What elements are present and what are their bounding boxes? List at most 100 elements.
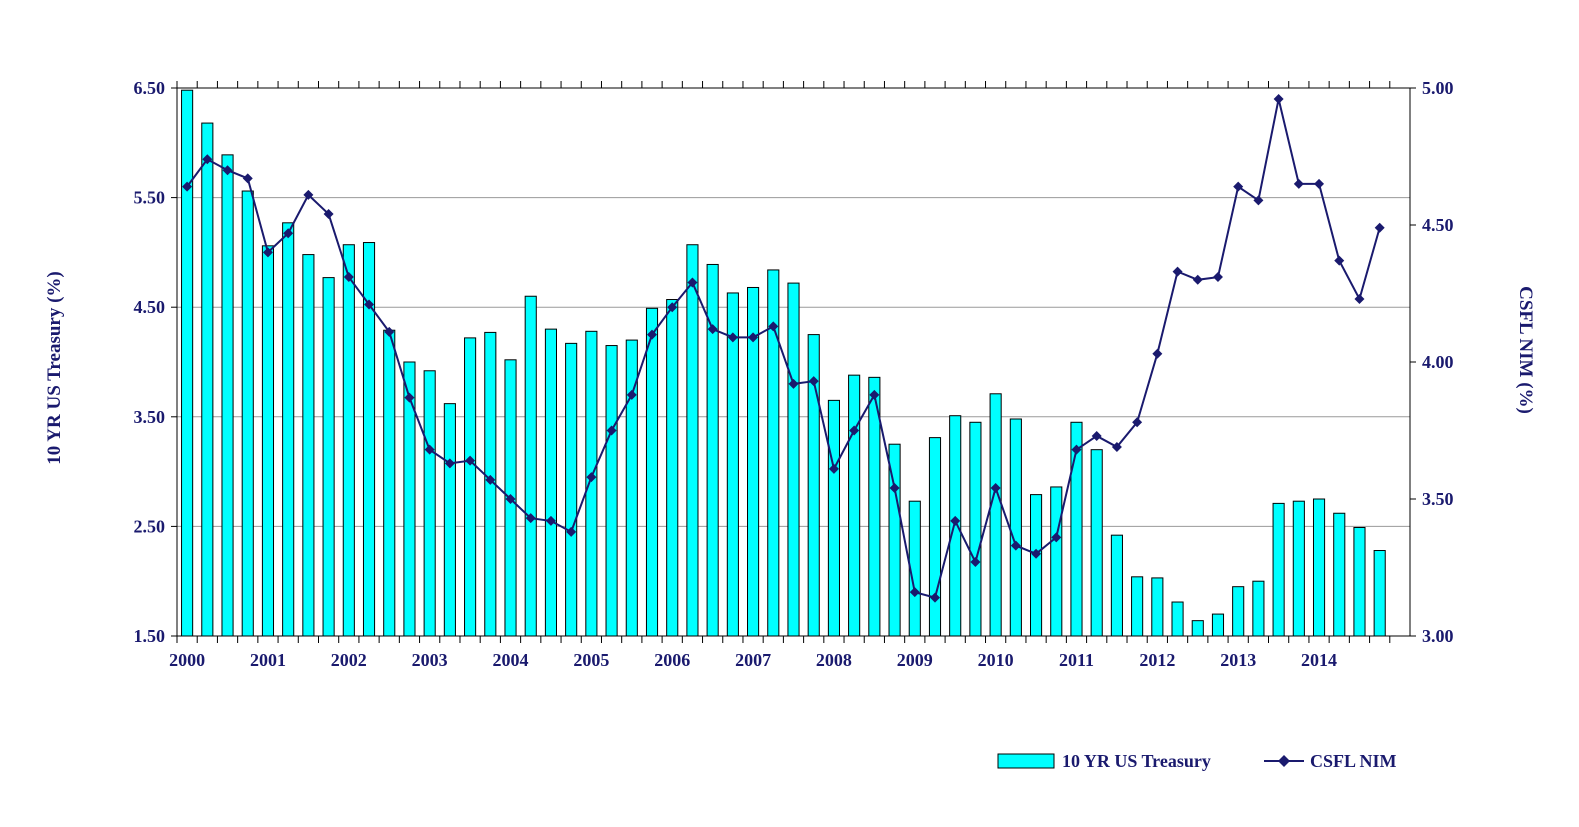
- x-tick-label: 2012: [1139, 650, 1175, 670]
- bar: [282, 222, 295, 637]
- nim-point: [1334, 255, 1345, 266]
- nim-point: [1152, 348, 1163, 359]
- bar: [726, 292, 739, 637]
- nim-point: [242, 173, 253, 184]
- nim-point: [1111, 441, 1122, 452]
- nim-point: [929, 592, 940, 603]
- bar: [605, 345, 618, 637]
- bar: [443, 403, 456, 637]
- nim-point: [1314, 178, 1325, 189]
- nim-point: [1010, 540, 1021, 551]
- nim-point: [990, 483, 1001, 494]
- tick-labels: 1.50 2.50 3.50 4.50 5.50 6.50 3.00 3.50 4.00 4.50…: [134, 78, 1454, 670]
- nim-point: [1354, 293, 1365, 304]
- nim-point: [1212, 272, 1223, 283]
- nim-point: [303, 189, 314, 200]
- y-tick-label-right: 5.00: [1422, 78, 1454, 98]
- nim-point: [869, 389, 880, 400]
- nim-point: [1192, 274, 1203, 285]
- bar: [403, 361, 416, 637]
- x-tick-label: 2005: [573, 650, 609, 670]
- bar: [1009, 418, 1022, 637]
- legend-label-treasury: 10 YR US Treasury: [1062, 751, 1211, 771]
- bar: [201, 122, 214, 637]
- bar: [1353, 526, 1366, 637]
- bar: [1029, 494, 1043, 637]
- nim-point: [647, 329, 658, 340]
- y-tick-label-right: 3.50: [1422, 489, 1454, 509]
- y-tick-label-left: 6.50: [134, 78, 166, 98]
- bar: [848, 374, 861, 637]
- x-tick-label: 2009: [897, 650, 933, 670]
- nim-point: [1132, 417, 1143, 428]
- bar: [1131, 576, 1144, 637]
- nim-point: [1273, 93, 1284, 104]
- nim-point: [1031, 548, 1042, 559]
- nim-point: [1172, 266, 1183, 277]
- x-tick-label: 2008: [816, 650, 852, 670]
- bar: [342, 244, 355, 637]
- y-tick-label-right: 4.50: [1422, 215, 1454, 235]
- nim-point: [566, 526, 577, 537]
- nim-point: [262, 247, 273, 258]
- nim-point: [667, 302, 678, 313]
- legend-marker-nim: [1278, 755, 1290, 767]
- bar: [969, 421, 982, 637]
- nim-point: [444, 458, 455, 469]
- bar: [565, 342, 578, 637]
- bar: [1110, 534, 1123, 637]
- nim-point: [525, 513, 536, 524]
- bar: [524, 295, 537, 637]
- bar: [1272, 502, 1285, 637]
- y-tick-label-left: 2.50: [134, 516, 166, 536]
- bar: [1333, 512, 1346, 637]
- nim-point: [1233, 181, 1244, 192]
- x-tick-label: 2013: [1220, 650, 1256, 670]
- legend-label-nim: CSFL NIM: [1310, 751, 1397, 771]
- x-tick-label: 2002: [331, 650, 367, 670]
- bar: [1171, 601, 1184, 637]
- bar: [1232, 586, 1245, 637]
- bar: [423, 370, 436, 637]
- y-axis-right-title: CSFL NIM (%): [1515, 286, 1536, 414]
- bar: [261, 245, 275, 637]
- nim-point: [465, 455, 476, 466]
- nim-point: [182, 181, 193, 192]
- x-tick-label: 2010: [978, 650, 1014, 670]
- x-tick-label: 2014: [1301, 650, 1337, 670]
- nim-point: [889, 483, 900, 494]
- x-tick-label: 2007: [735, 650, 771, 670]
- bar: [1191, 620, 1204, 637]
- nim-point: [1253, 195, 1264, 206]
- bar: [666, 299, 679, 637]
- nim-point: [788, 378, 799, 389]
- nim-point: [626, 389, 637, 400]
- nim-point: [748, 332, 759, 343]
- bar: [383, 329, 396, 637]
- bar: [181, 89, 194, 637]
- bar: [787, 282, 800, 637]
- treasury-bars: [181, 89, 1386, 637]
- bar: [302, 254, 315, 637]
- nim-point: [1293, 178, 1304, 189]
- bar: [1292, 500, 1305, 637]
- nim-point: [364, 299, 375, 310]
- x-tick-label: 2004: [493, 650, 529, 670]
- bar: [645, 307, 659, 637]
- bar: [1211, 613, 1225, 637]
- x-tick-label: 2011: [1059, 650, 1094, 670]
- nim-point: [485, 474, 496, 485]
- nim-point: [808, 376, 819, 387]
- bar: [827, 399, 840, 637]
- bar: [989, 393, 1002, 637]
- bar: [928, 437, 942, 637]
- bar: [544, 328, 558, 637]
- nim-point: [950, 515, 961, 526]
- y-tick-label-right: 3.00: [1422, 626, 1454, 646]
- bar: [1373, 550, 1386, 637]
- bar: [1252, 580, 1265, 637]
- nim-point: [606, 425, 617, 436]
- y-tick-label-left: 4.50: [134, 297, 166, 317]
- nim-point: [1051, 532, 1062, 543]
